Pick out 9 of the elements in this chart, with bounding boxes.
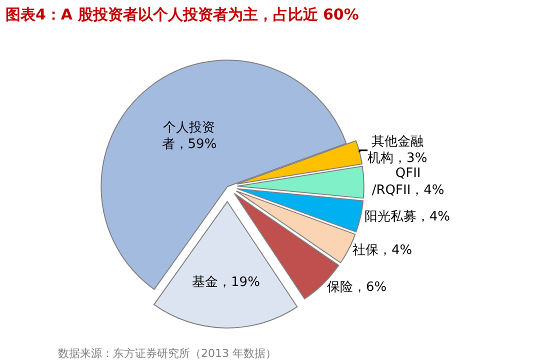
slice-label: 阳光私募，4% bbox=[364, 209, 450, 224]
chart-title: 图表4：A 股投资者以个人投资者为主，占比近 60% bbox=[6, 6, 359, 24]
source-note: 数据来源：东方证券研究所（2013 年数据） bbox=[58, 347, 276, 360]
slice-label: 保险，6% bbox=[326, 280, 387, 296]
slice-label: 其他金融机构，3% bbox=[368, 134, 428, 166]
slice-label: QFII/RQFII，4% bbox=[372, 166, 444, 198]
slice-label: 个人投资者，59% bbox=[162, 120, 217, 152]
slice-label: 社保，4% bbox=[352, 243, 412, 258]
slice-label: 基金，19% bbox=[192, 274, 260, 290]
